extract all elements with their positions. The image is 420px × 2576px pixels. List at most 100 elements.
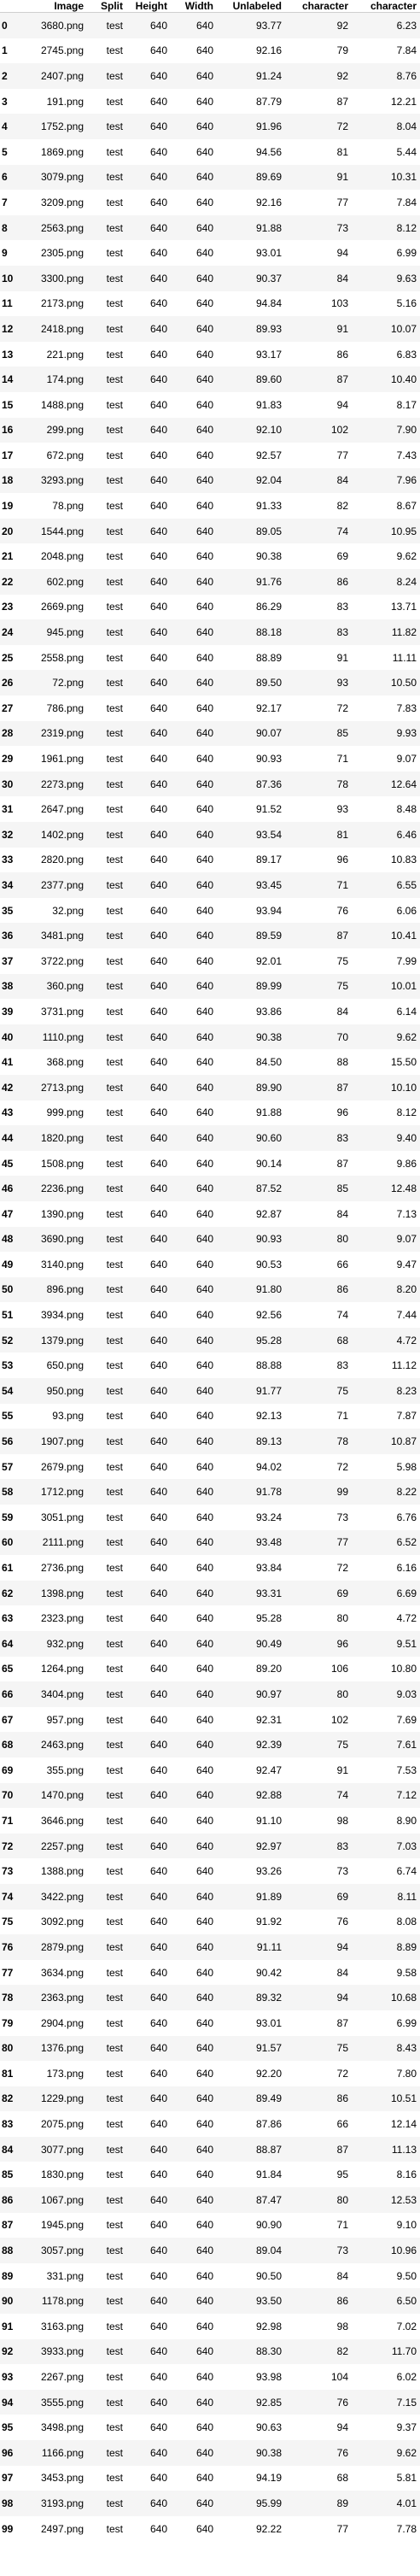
image-cell: 3933.png [40, 2345, 84, 2358]
table-row: 57 2679.png test 640 640 94.02 72 5.98 [0, 1453, 420, 1480]
table-row: 15 1488.png test 640 640 91.83 94 8.17 [0, 391, 420, 418]
table-row: 39 3731.png test 640 640 93.86 84 6.14 [0, 999, 420, 1024]
row-index: 64 [2, 1637, 14, 1650]
image-cell: 3453.png [40, 2472, 84, 2485]
character-percent-cell: 11.11 [392, 651, 417, 664]
character-count-cell: 96 [336, 1106, 348, 1119]
unlabeled-cell: 89.90 [255, 1081, 282, 1094]
character-count-cell: 91 [336, 651, 348, 664]
character-percent-cell: 7.80 [396, 2067, 417, 2080]
height-cell: 640 [149, 196, 167, 208]
height-cell: 640 [149, 2295, 167, 2308]
table-row: 36 3481.png test 640 640 89.59 87 10.41 [0, 923, 420, 948]
height-cell: 640 [149, 601, 167, 613]
character-count-cell: 71 [336, 753, 348, 766]
width-cell: 640 [195, 854, 213, 866]
table-row: 71 3646.png test 640 640 91.10 98 8.90 [0, 1808, 420, 1834]
width-cell: 640 [195, 1131, 213, 1144]
image-cell: 896.png [46, 1283, 84, 1296]
table-row: 11 2173.png test 640 640 94.84 103 5.16 [0, 290, 420, 317]
image-column-header: Image [20, 0, 87, 13]
height-cell: 640 [149, 1916, 167, 1928]
character-count-cell: 73 [336, 221, 348, 234]
image-cell: 945.png [46, 626, 84, 639]
split-cell: test [106, 1233, 123, 1246]
height-cell: 640 [149, 2421, 167, 2434]
row-index: 53 [2, 1359, 14, 1372]
split-cell: test [106, 44, 123, 57]
split-cell: test [106, 1182, 123, 1195]
row-index: 84 [2, 2143, 14, 2156]
split-cell: test [106, 1587, 123, 1599]
table-row: 77 3634.png test 640 640 90.42 84 9.58 [0, 1959, 420, 1986]
height-cell: 640 [149, 120, 167, 133]
table-row: 54 950.png test 640 640 91.77 75 8.23 [0, 1378, 420, 1404]
height-cell: 640 [149, 1663, 167, 1675]
character-count-cell: 76 [336, 904, 348, 917]
unlabeled-cell: 91.84 [255, 2168, 282, 2181]
unlabeled-cell: 92.98 [255, 2320, 282, 2332]
character-percent-cell: 6.99 [396, 2016, 417, 2029]
character-percent-cell: 6.83 [396, 348, 417, 361]
split-cell: test [106, 1713, 123, 1726]
table-row: 99 2497.png test 640 640 92.22 77 7.78 [0, 2515, 420, 2542]
unlabeled-cell: 89.05 [255, 525, 282, 537]
row-index: 45 [2, 1157, 14, 1170]
image-cell: 2563.png [40, 221, 84, 234]
split-cell: test [106, 322, 123, 335]
table-row: 64 932.png test 640 640 90.49 96 9.51 [0, 1631, 420, 1657]
split-cell: test [106, 1966, 123, 1979]
image-cell: 3193.png [40, 2497, 84, 2509]
character-percent-cell: 7.61 [396, 1739, 417, 1752]
width-cell: 640 [195, 2421, 213, 2434]
table-row: 10 3300.png test 640 640 90.37 84 9.63 [0, 265, 420, 291]
character-count-cell: 74 [336, 525, 348, 537]
row-index: 67 [2, 1713, 14, 1726]
height-cell: 640 [149, 1814, 167, 1827]
character-count-cell: 75 [336, 2042, 348, 2055]
row-index: 72 [2, 1840, 14, 1852]
row-index: 29 [2, 753, 14, 766]
height-cell: 640 [149, 1106, 167, 1119]
row-index: 35 [2, 904, 14, 917]
split-cell: test [106, 95, 123, 108]
row-index: 87 [2, 2219, 14, 2232]
image-cell: 1752.png [40, 120, 84, 133]
height-cell: 640 [149, 828, 167, 841]
row-index: 96 [2, 2446, 14, 2459]
character-percent-cell: 8.22 [396, 1486, 417, 1499]
character-percent-cell: 7.12 [396, 1789, 417, 1802]
character-count-cell: 77 [336, 449, 348, 461]
character-percent-cell: 8.11 [397, 1890, 417, 1903]
width-cell: 640 [195, 1283, 213, 1296]
character-percent-cell: 6.76 [396, 1511, 417, 1523]
character-percent-cell: 5.16 [396, 297, 417, 310]
character-count-cell: 87 [336, 373, 348, 386]
split-cell: test [106, 1359, 123, 1372]
unlabeled-cell: 89.04 [255, 2244, 282, 2257]
character-percent-cell: 12.21 [390, 95, 417, 108]
character-count-cell: 83 [336, 601, 348, 613]
height-cell: 640 [149, 95, 167, 108]
row-index: 99 [2, 2522, 14, 2535]
height-cell: 640 [149, 474, 167, 487]
image-cell: 3092.png [40, 1916, 84, 1928]
image-cell: 2267.png [40, 2371, 84, 2384]
unlabeled-cell: 89.20 [255, 1663, 282, 1675]
width-cell: 640 [195, 1081, 213, 1094]
character-percent-cell: 9.03 [396, 1687, 417, 1700]
image-cell: 2048.png [40, 550, 84, 563]
image-cell: 3690.png [40, 1233, 84, 1246]
unlabeled-cell: 89.17 [255, 854, 282, 866]
height-cell: 640 [149, 2143, 167, 2156]
split-cell: test [106, 1763, 123, 1776]
split-cell: test [106, 424, 123, 437]
character-percent-cell: 13.71 [390, 601, 417, 613]
table-body: 0 3680.png test 640 640 93.77 92 6.23 1 2745.png t… [0, 12, 420, 2542]
split-cell: test [106, 2295, 123, 2308]
character-percent-cell: 12.53 [390, 2193, 417, 2206]
table-row: 56 1907.png test 640 640 89.13 78 10.87 [0, 1429, 420, 1454]
row-index: 46 [2, 1182, 14, 1195]
unlabeled-cell: 91.11 [256, 1940, 282, 1953]
character-percent-cell: 10.01 [390, 980, 417, 993]
